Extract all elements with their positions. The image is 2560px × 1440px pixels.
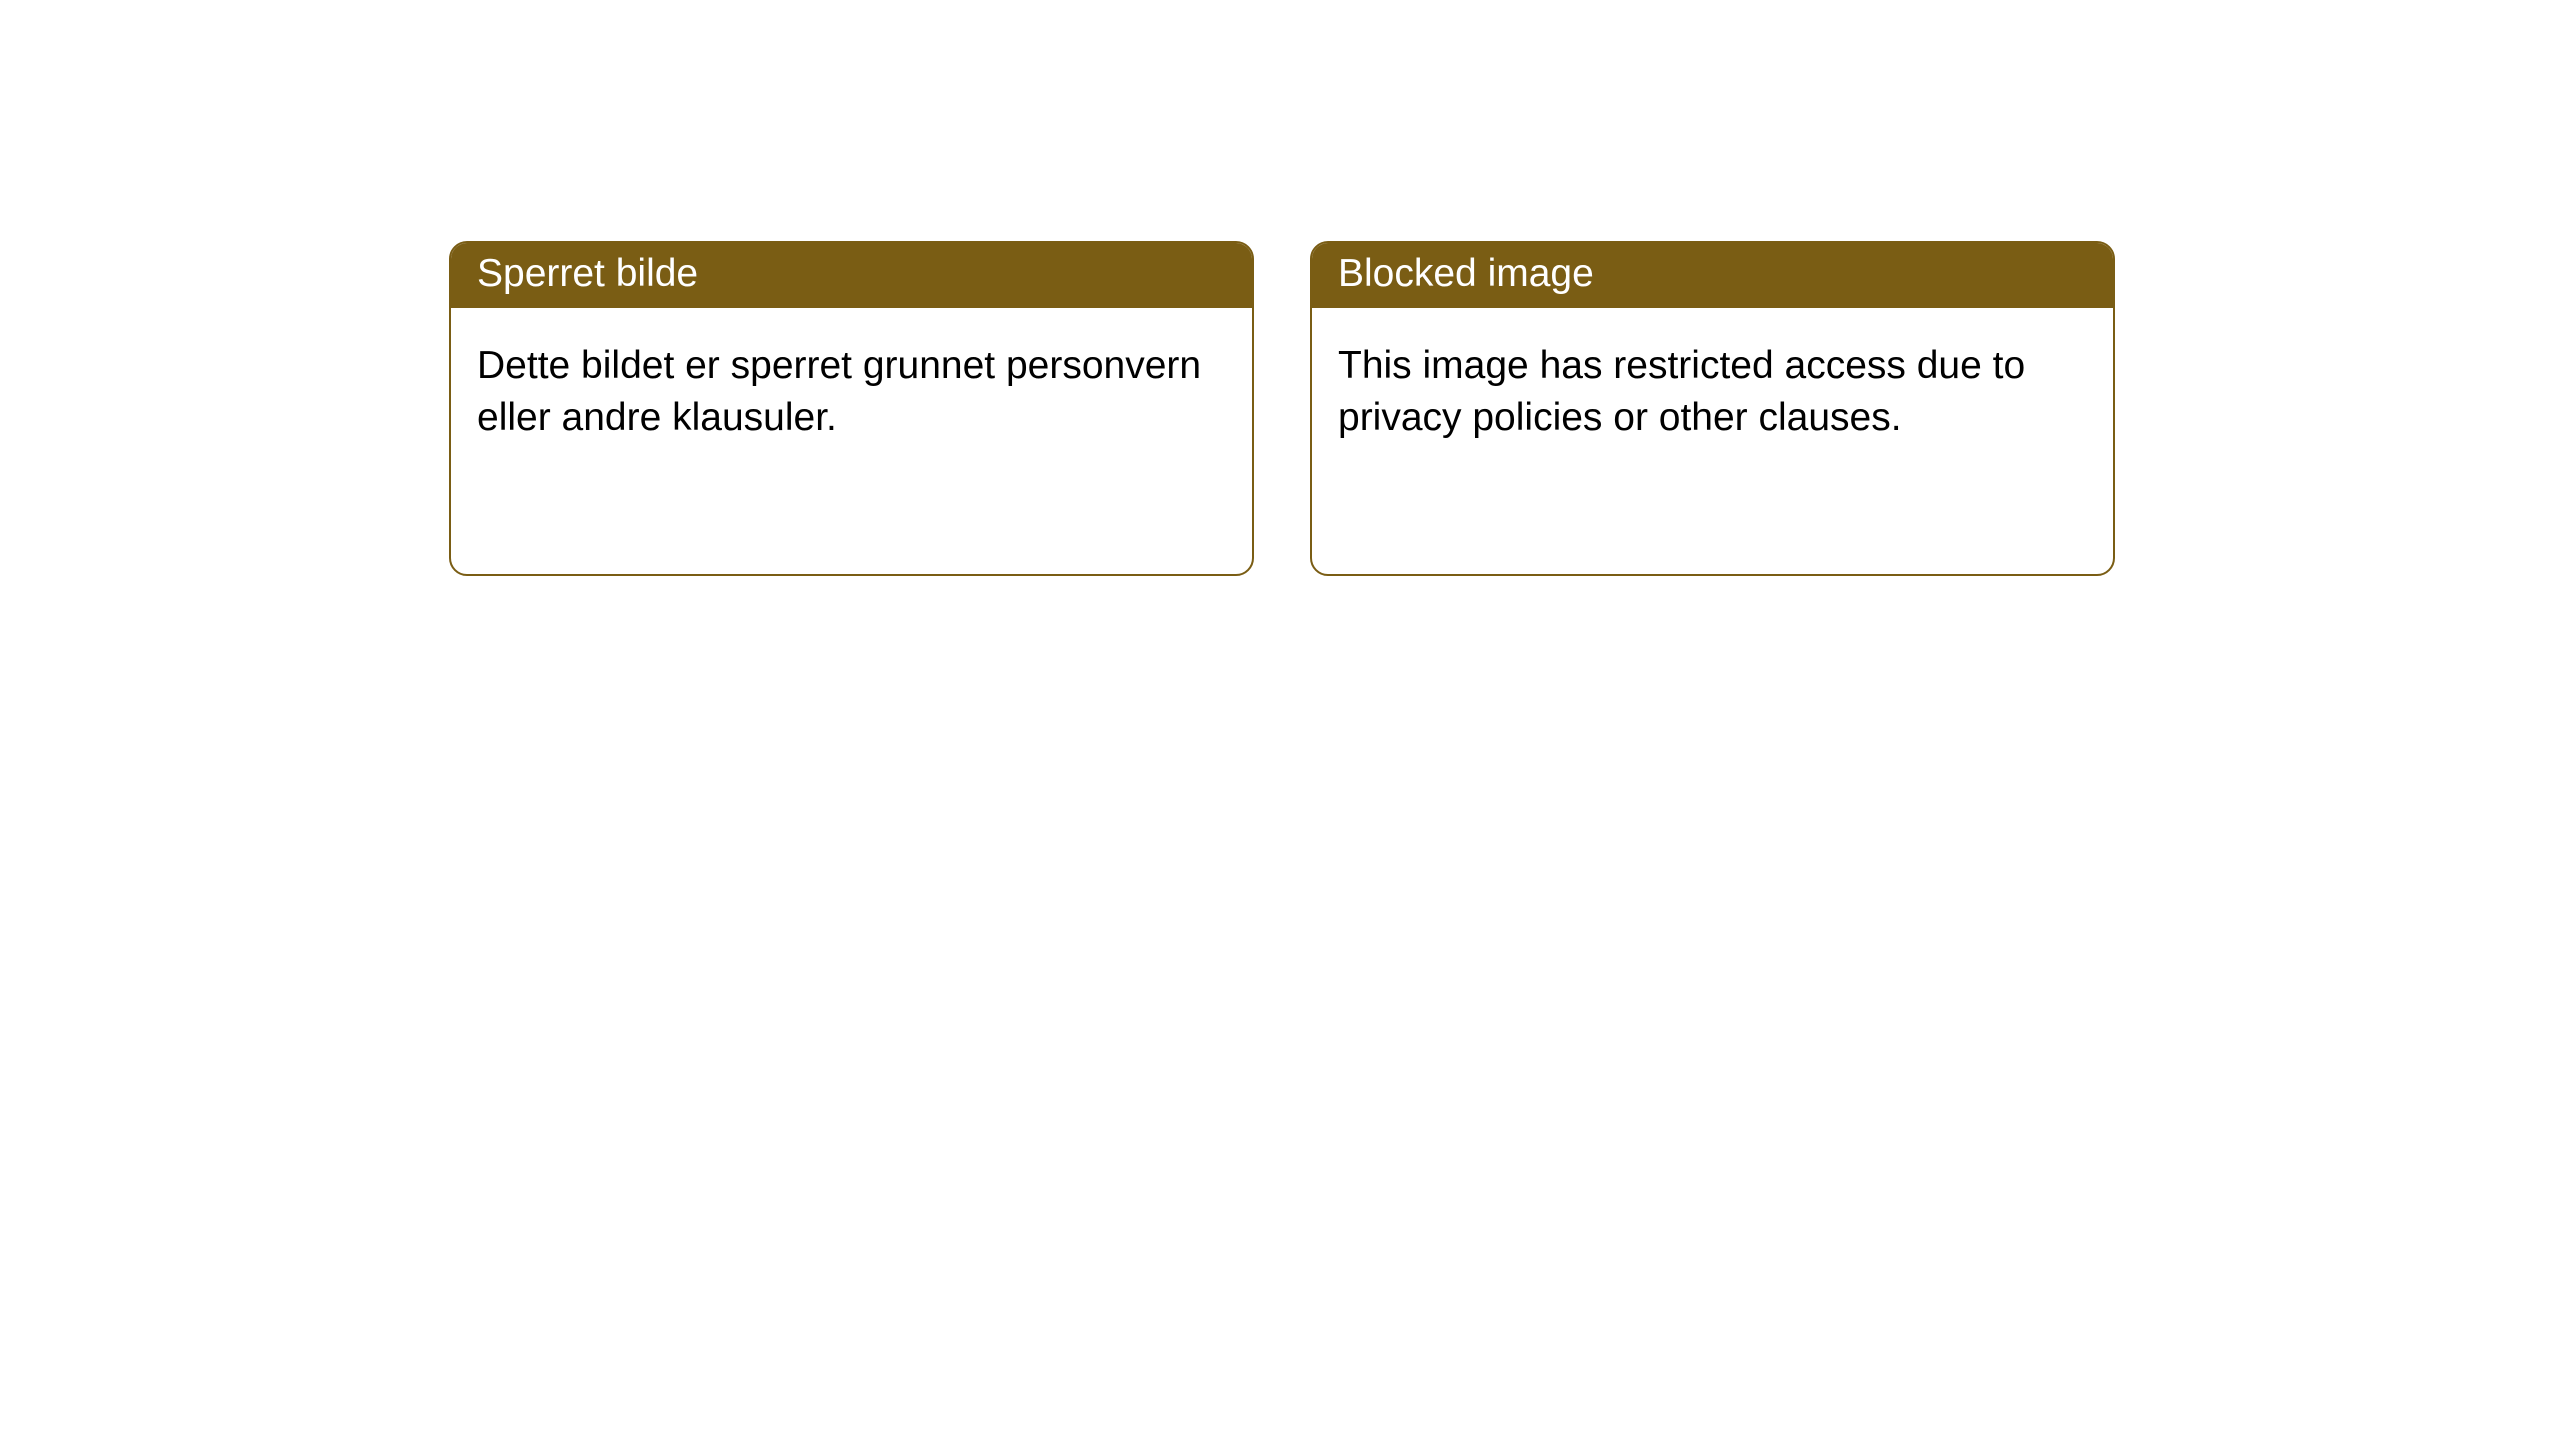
notice-title: Blocked image — [1312, 243, 2113, 308]
notice-title: Sperret bilde — [451, 243, 1252, 308]
notice-card-english: Blocked image This image has restricted … — [1310, 241, 2115, 576]
notice-body: This image has restricted access due to … — [1312, 308, 2113, 477]
notice-card-norwegian: Sperret bilde Dette bildet er sperret gr… — [449, 241, 1254, 576]
notice-body: Dette bildet er sperret grunnet personve… — [451, 308, 1252, 477]
notice-container: Sperret bilde Dette bildet er sperret gr… — [0, 0, 2560, 576]
